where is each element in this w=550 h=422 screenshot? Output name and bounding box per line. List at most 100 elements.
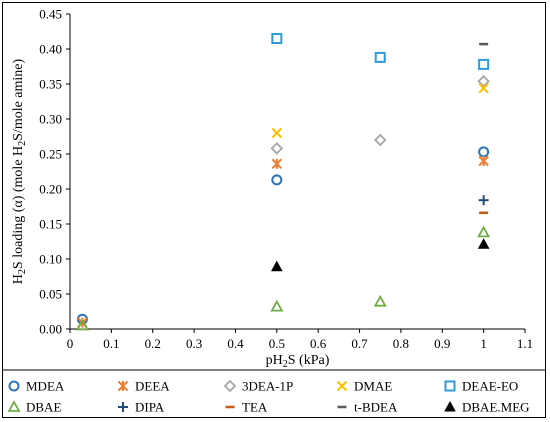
data-point-dbae (477, 225, 491, 238)
marker-shape (444, 400, 456, 412)
tick-labels: 0 0.1 0.2 0.3 0.4 0.5 0.6 0.7 0.8 0.9 1 1.1 0.00 0.05… (39, 7, 533, 352)
legend-label: DEAE-EO (462, 379, 518, 394)
legend-label: DBAE.MEG (462, 400, 530, 415)
data-point-dmae (478, 82, 489, 94)
data-point-dbae (373, 294, 387, 307)
x-tick-label: 0 (67, 336, 74, 351)
data-point-dbae-meg (477, 238, 490, 249)
legend-marker-deea (117, 380, 129, 392)
legend-item-dipa: DIPA (118, 400, 165, 415)
marker-shape (477, 225, 491, 238)
y-tick-label: 0.05 (39, 287, 62, 302)
legend-label: t-BDEA (354, 400, 398, 415)
data-point-deae-eo (374, 51, 386, 63)
legend-item-dbae: DBAE (7, 400, 61, 415)
marker-shape (271, 33, 283, 44)
marker-shape (271, 174, 283, 186)
y-tick-label: 0.00 (39, 322, 62, 337)
marker-shape (270, 142, 284, 155)
y-tick-label: 0.25 (39, 147, 62, 162)
axes (66, 13, 526, 333)
data-point-3dea-1p (373, 133, 387, 147)
data-point-deae-eo (478, 58, 490, 70)
data-point-dmae (271, 127, 283, 139)
legend-marker-dmae (336, 380, 348, 392)
marker-shape (373, 133, 387, 147)
y-tick-label: 0.10 (39, 252, 62, 267)
marker-shape (8, 380, 20, 392)
legend-label: 3DEA-1P (242, 379, 293, 394)
marker-stroke (336, 380, 348, 392)
marker-shape (7, 400, 21, 412)
marker-shape (444, 380, 456, 392)
data-point-dbae (270, 299, 284, 312)
legend-item-dmae: DMAE (336, 379, 392, 394)
x-tick-label: 0.6 (310, 336, 327, 351)
legend-label: DEEA (135, 379, 170, 394)
data-point-deea (271, 158, 283, 170)
legend-marker-dbae-meg (444, 400, 456, 412)
label-text: S (kPa) (288, 353, 330, 368)
marker-shape (477, 238, 490, 249)
x-tick-label: 1.1 (517, 336, 533, 351)
x-tick-label: 0.8 (393, 336, 409, 351)
x-tick-label: 1 (480, 336, 487, 351)
marker-stroke (271, 127, 283, 139)
data-point-dbae (75, 318, 89, 331)
subscript: 2 (17, 269, 28, 274)
x-tick-label: 0.9 (434, 336, 450, 351)
marker-shape (270, 299, 284, 312)
legend-item-tea: TEA (225, 400, 268, 415)
y-tick-label: 0.15 (39, 217, 62, 232)
x-tick-label: 0.1 (103, 336, 119, 351)
marker-shape (374, 51, 386, 63)
legend-marker-3dea-1p (223, 379, 237, 393)
marker-stroke (478, 82, 489, 94)
y-tick-label: 0.40 (39, 42, 62, 57)
x-tick-label: 0.5 (269, 336, 285, 351)
data-point-3dea-1p (270, 142, 284, 155)
label-text: S/mole amine) (11, 58, 26, 140)
legend-marker-mdea (8, 380, 20, 392)
marker-shape (478, 146, 490, 158)
legend-marker-deae-eo (444, 380, 456, 392)
data-point-mdea (478, 146, 490, 158)
marker-shape (478, 58, 490, 70)
legend-item-deea: DEEA (117, 379, 170, 394)
marker-shape (223, 379, 237, 393)
data-point-dbae-meg (270, 260, 283, 272)
marker-shape (477, 74, 490, 88)
legend-item-deae-eo: DEAE-EO (444, 379, 518, 394)
data-point-dipa (478, 195, 489, 206)
legend-label: DBAE (26, 400, 61, 415)
y-tick-label: 0.35 (39, 77, 62, 92)
data-marks (75, 33, 491, 331)
y-tick-label: 0.20 (39, 182, 62, 197)
marker-shape (373, 294, 387, 307)
legend-marker-dbae (7, 400, 21, 412)
x-tick-label: 0.3 (186, 336, 202, 351)
data-point-deae-eo (271, 33, 283, 44)
data-point-deea (478, 155, 489, 167)
legend: MDEA DEEA 3DEA-1P DMAE DEAE-EO DBAE DIPA TEA t-B… (7, 379, 530, 415)
legend-item-dbae-meg: DBAE.MEG (444, 400, 530, 415)
chart-frame (2, 2, 546, 418)
x-tick-label: 0.2 (145, 336, 161, 351)
legend-label: TEA (242, 400, 268, 415)
subscript: 2 (283, 359, 288, 370)
legend-label: DMAE (354, 379, 392, 394)
label-text: S loading (α) (mole H (11, 146, 26, 269)
label-text: H (11, 274, 26, 284)
data-point-mdea (271, 174, 283, 186)
legend-item-3dea-1p: 3DEA-1P (223, 379, 293, 394)
legend-item-mdea: MDEA (8, 379, 65, 394)
data-point-3dea-1p (477, 74, 490, 88)
legend-marker-dipa (118, 402, 128, 412)
marker-shape (75, 318, 89, 331)
x-axis-label: pH2S (kPa) (266, 353, 330, 370)
legend-label: MDEA (26, 379, 65, 394)
x-tick-label: 0.7 (351, 336, 368, 351)
legend-item-t-bdea: t-BDEA (337, 400, 398, 415)
y-axis-label: H2S loading (α) (mole H2S/mole amine) (11, 58, 28, 284)
